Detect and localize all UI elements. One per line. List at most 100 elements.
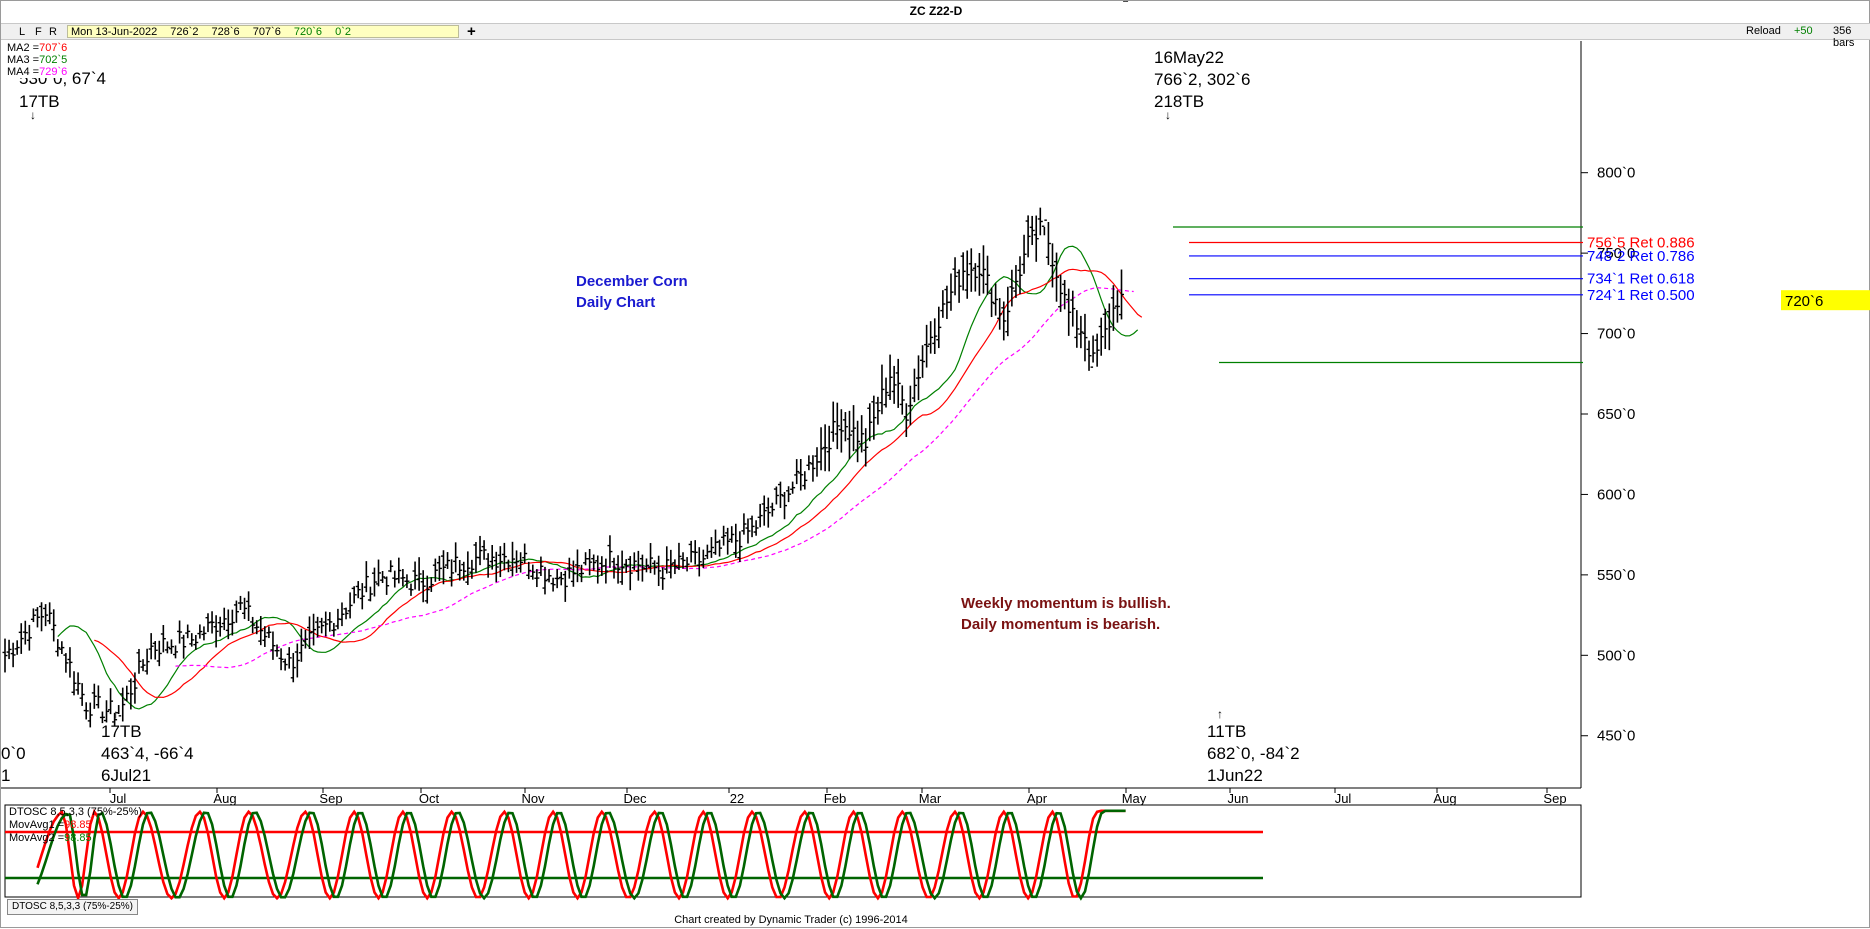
price-bar: [907, 385, 913, 426]
price-bar: [924, 324, 930, 368]
price-bar: [63, 653, 69, 673]
price-bar: [258, 616, 264, 646]
price-bar: [591, 554, 597, 571]
price-bar: [416, 557, 422, 591]
price-bar: [144, 648, 150, 675]
price-bar: [497, 546, 503, 578]
price-bar: [274, 644, 280, 657]
price-bar: [1041, 219, 1047, 236]
price-bar: [570, 560, 576, 587]
price-bar: [952, 257, 958, 296]
price-bar: [1025, 215, 1031, 258]
oscillator-title: DTOSC 8,5,3,3 (75%-25%): [9, 806, 143, 818]
y-axis-tick-label: 750`0: [1597, 245, 1635, 262]
price-bar: [282, 658, 288, 671]
status-low: 707`6: [252, 26, 281, 38]
price-bar: [972, 263, 978, 292]
last-price-label: 720`6: [1785, 293, 1823, 310]
price-bar: [384, 576, 390, 595]
price-bar: [1021, 234, 1027, 274]
price-bar: [266, 626, 272, 639]
oscillator-tab[interactable]: DTOSC 8,5,3,3 (75%-25%): [7, 899, 138, 915]
price-bar: [976, 253, 982, 296]
price-bar: [156, 640, 162, 667]
price-bar: [181, 634, 187, 659]
price-bar: [932, 318, 938, 354]
retracement-label: 734`1 Ret 0.618: [1587, 271, 1695, 288]
price-bar: [95, 685, 101, 709]
price-bar: [1098, 317, 1104, 356]
price-bar: [1005, 286, 1011, 337]
price-bar: [83, 702, 89, 720]
price-bar: [242, 597, 248, 620]
price-bar: [246, 591, 252, 622]
up-arrow-icon: ↑: [113, 707, 119, 721]
ma4-legend-label: MA4 =: [7, 66, 40, 78]
price-bar: [302, 629, 308, 649]
price-bar: [656, 555, 662, 587]
ma4-legend-value: 729`6: [39, 66, 68, 78]
oscillator-ma1-label: MovAvg1 =: [9, 819, 65, 831]
price-bar: [55, 639, 61, 657]
annotation-may-high-date: 16May22: [1154, 48, 1224, 67]
add-bars-button[interactable]: +50: [1794, 25, 1813, 37]
price-bar: [1045, 222, 1051, 266]
price-bar: [404, 574, 410, 589]
price-bar: [136, 648, 142, 674]
ma2-legend-value: 707`6: [39, 42, 68, 54]
price-bar: [1074, 310, 1080, 348]
price-bar: [209, 611, 215, 634]
price-bar: [286, 647, 292, 669]
retracement-label: 748`2 Ret 0.786: [1587, 248, 1695, 265]
x-axis-tick-label: Sep: [1543, 791, 1566, 806]
x-axis-tick-label: Feb: [824, 791, 846, 806]
price-bar: [757, 503, 763, 528]
annotation-top-left-count: 17TB: [19, 92, 60, 111]
price-bar: [684, 557, 690, 572]
price-bar: [229, 609, 235, 636]
price-bar: [477, 535, 483, 566]
price-bar: [1114, 290, 1120, 323]
price-bar: [148, 633, 154, 660]
price-bar: [838, 409, 844, 453]
price-bar: [262, 626, 268, 647]
oscillator-slow-line: [36, 809, 1126, 901]
price-bar: [290, 652, 296, 683]
reload-button[interactable]: Reload: [1746, 25, 1781, 37]
price-bar: [611, 557, 617, 579]
oscillator-ma2-value: 98.85: [64, 832, 92, 844]
x-axis-tick-label: Dec: [623, 791, 647, 806]
annotation-may-high-values: 766`2, 302`6: [1154, 70, 1250, 89]
y-axis-tick-label: 500`0: [1597, 647, 1635, 664]
x-axis-tick-label: Aug: [213, 791, 236, 806]
price-bar: [676, 542, 682, 570]
price-bar: [465, 551, 471, 585]
price-bar: [802, 471, 808, 490]
price-bar: [510, 541, 515, 577]
file-button[interactable]: F: [35, 26, 42, 38]
x-axis-tick-label: Sep: [319, 791, 342, 806]
price-bar: [619, 550, 625, 585]
line-button[interactable]: L: [19, 26, 26, 38]
ma3-legend-value: 702`5: [39, 54, 68, 66]
price-bar: [514, 550, 520, 573]
price-bar: [193, 634, 199, 650]
price-bar: [648, 543, 654, 574]
ma4-legend: MA4 =729`6: [7, 66, 68, 78]
price-bar: [574, 549, 580, 583]
price-bar: [1062, 279, 1068, 310]
ma3-line: [57, 245, 1139, 710]
price-bar: [928, 321, 934, 354]
status-close: 720`6: [293, 26, 323, 38]
price-bar: [708, 537, 714, 558]
price-bar: [607, 535, 613, 568]
price-bar: [822, 424, 828, 472]
refresh-button[interactable]: R: [49, 26, 57, 38]
price-bar: [964, 250, 970, 299]
add-chart-button[interactable]: +: [467, 23, 476, 40]
price-bar: [875, 396, 881, 425]
status-change: 0`2: [335, 26, 352, 38]
price-bar: [128, 678, 134, 710]
price-bar: [59, 641, 65, 654]
